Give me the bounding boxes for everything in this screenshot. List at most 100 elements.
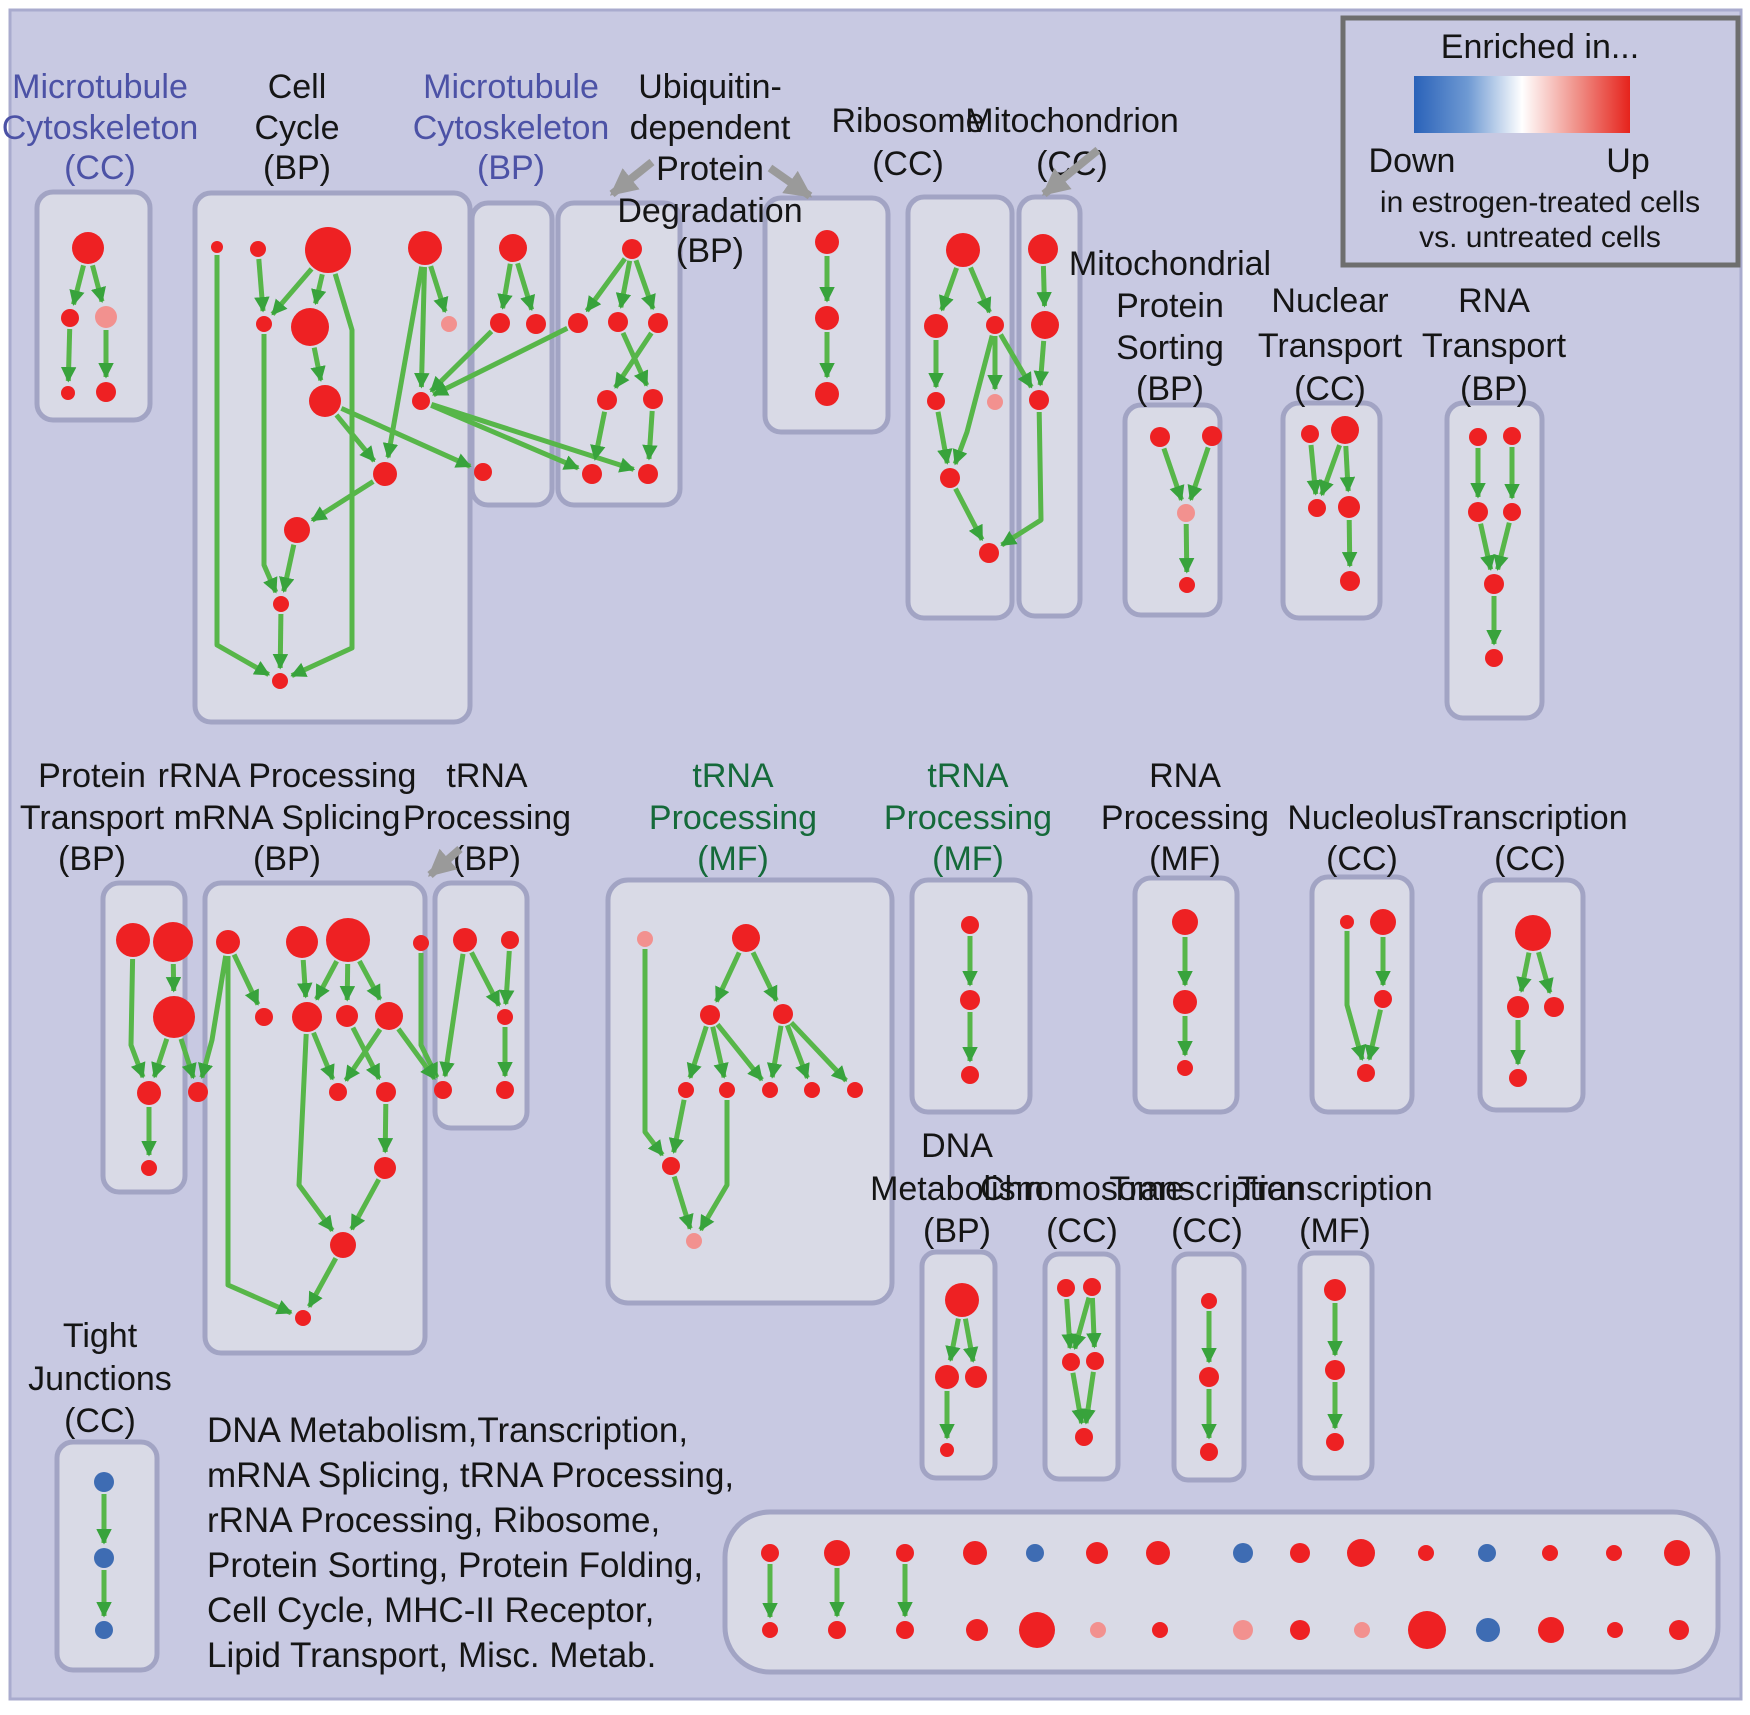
go-term-node-t32 <box>1326 1433 1344 1451</box>
go-term-node-tm4 <box>678 1082 694 1098</box>
box-rrna-processing-mrna-splicing-bp <box>202 880 428 1356</box>
go-term-node-b4b <box>966 1619 988 1641</box>
go-term-node-cc7 <box>309 385 341 417</box>
go-term-node-b13b <box>1538 1617 1564 1643</box>
edge-u0-u3 <box>633 259 656 311</box>
go-term-node-mb2 <box>526 314 546 334</box>
box-nuclear-transport-cc <box>1280 400 1383 621</box>
go-term-node-mb3 <box>474 463 492 481</box>
go-term-node-rr4 <box>255 1008 273 1026</box>
go-term-node-t22 <box>1200 1443 1218 1461</box>
label-trna-processing-bp: tRNA Processing (BP) <box>403 757 571 878</box>
edge-tb0-tb3 <box>469 951 502 1007</box>
go-term-node-b5b <box>1019 1612 1055 1648</box>
go-term-node-rp2 <box>1177 1060 1193 1076</box>
go-term-node-nu1 <box>1370 909 1396 935</box>
go-term-node-cc3 <box>408 231 442 265</box>
edge-pt2-pt3 <box>151 1038 170 1079</box>
go-term-node-u1 <box>568 313 588 333</box>
edge-rb3-rb5 <box>935 411 953 465</box>
edge-mb0-mb2 <box>515 262 536 312</box>
label-transcription-cc-1: Transcription (CC) <box>1432 799 1627 878</box>
label-misc-cluster-list: DNA Metabolism,Transcription, mRNA Splici… <box>207 1411 734 1675</box>
edge-cc2-cc12 <box>290 273 355 678</box>
go-term-node-ms1 <box>1202 426 1222 446</box>
edge-rr2-rr7 <box>357 959 383 1001</box>
edge-rr0-pt4 <box>198 955 229 1079</box>
edge-rr11-rr12 <box>307 1256 338 1308</box>
box-protein-transport-bp <box>100 880 188 1195</box>
edge-cc4-cc11 <box>261 334 279 594</box>
go-term-node-b15b <box>1669 1620 1689 1640</box>
go-term-node-mc4 <box>96 382 116 402</box>
edge-u1-cc8 <box>432 326 569 398</box>
go-term-node-pt5 <box>141 1160 157 1176</box>
edge-nt3-nt4 <box>1341 519 1358 568</box>
edge-rb0-rb1 <box>939 267 959 312</box>
edge-rr9-rr10 <box>377 1103 394 1154</box>
box-ubiquitin-degradation-1 <box>555 200 683 508</box>
edge-mc1-mc3 <box>60 328 77 383</box>
go-term-node-cc11 <box>273 596 289 612</box>
go-term-node-tm7 <box>804 1082 820 1098</box>
go-term-node-u0 <box>622 239 642 259</box>
go-term-node-cc0 <box>211 241 223 253</box>
edge-mt0-mt1 <box>1036 265 1052 308</box>
go-term-node-ch0 <box>1057 1279 1075 1297</box>
edge-nt1-nt3 <box>1339 445 1356 493</box>
go-term-node-dm1 <box>935 1365 959 1389</box>
go-term-node-v2 <box>815 382 839 406</box>
go-term-node-pt2 <box>153 996 195 1038</box>
go-term-node-nt1 <box>1331 416 1359 444</box>
legend-down-label: Down <box>1369 142 1456 180</box>
go-term-node-b12b <box>1476 1618 1500 1642</box>
label-rna-processing-mf: RNA Processing (MF) <box>1101 757 1269 878</box>
go-term-node-t20 <box>1201 1293 1217 1309</box>
label-mitochondrial-protein-sorting-bp: Mitochondrial Protein Sorting (BP) <box>1069 245 1271 408</box>
edge-tm4-tm9 <box>668 1099 687 1154</box>
go-term-node-mc1 <box>61 309 79 327</box>
go-term-node-tm8 <box>847 1082 863 1098</box>
annotation-arrow-4 <box>427 845 463 879</box>
go-term-node-rb4 <box>987 394 1003 410</box>
go-term-node-tb1 <box>501 931 519 949</box>
go-term-node-rr2 <box>326 918 370 962</box>
go-term-node-rr0 <box>216 930 240 954</box>
edge-rb5-rb6 <box>953 487 985 542</box>
go-term-node-nu0 <box>1340 915 1354 929</box>
go-term-node-b14t <box>1606 1545 1622 1561</box>
edge-cc9-cc10 <box>310 479 375 523</box>
go-term-node-b6t <box>1086 1542 1108 1564</box>
go-term-node-dm3 <box>940 1443 954 1457</box>
go-term-node-tn1 <box>960 990 980 1010</box>
go-term-node-rt2 <box>1468 502 1488 522</box>
go-term-node-b1t <box>761 1544 779 1562</box>
go-term-node-nu2 <box>1374 990 1392 1008</box>
edge-rb0-rb2 <box>968 266 992 314</box>
go-term-node-pt3 <box>137 1081 161 1105</box>
box-mitochondrial-protein-sorting-bp <box>1122 402 1223 618</box>
edge-u3-u4 <box>613 331 654 389</box>
edge-tm3-tm7 <box>784 1024 810 1080</box>
go-term-node-ch4 <box>1075 1428 1093 1446</box>
go-term-node-mc0 <box>72 232 104 264</box>
go-term-node-b7b <box>1152 1622 1168 1638</box>
edge-u0-u2 <box>615 260 633 309</box>
go-term-node-tn0 <box>961 916 979 934</box>
go-term-node-cc9 <box>373 462 397 486</box>
go-term-node-ms3 <box>1179 577 1195 593</box>
go-term-node-pt4 <box>188 1082 208 1102</box>
edge-cc2-cc4 <box>270 267 314 316</box>
go-term-node-t30 <box>1324 1279 1346 1301</box>
label-transcription-cc-2: Transcription (CC) <box>1109 1170 1304 1250</box>
edge-rt3-rt4 <box>1493 522 1512 571</box>
edge-u4-u6 <box>590 411 608 461</box>
go-term-node-tc0 <box>1515 915 1551 951</box>
edge-dm0-dm1 <box>945 1318 961 1362</box>
label-microtubule-cytoskeleton-cc: Microtubule Cytoskeleton (CC) <box>2 68 199 187</box>
edge-mb1-cc8 <box>429 329 494 393</box>
go-term-node-cc12 <box>272 673 288 689</box>
label-trna-processing-mf-1: tRNA Processing (MF) <box>649 757 817 878</box>
label-dna-metabolism-bp: DNA Metabolism (BP) <box>870 1127 1044 1250</box>
